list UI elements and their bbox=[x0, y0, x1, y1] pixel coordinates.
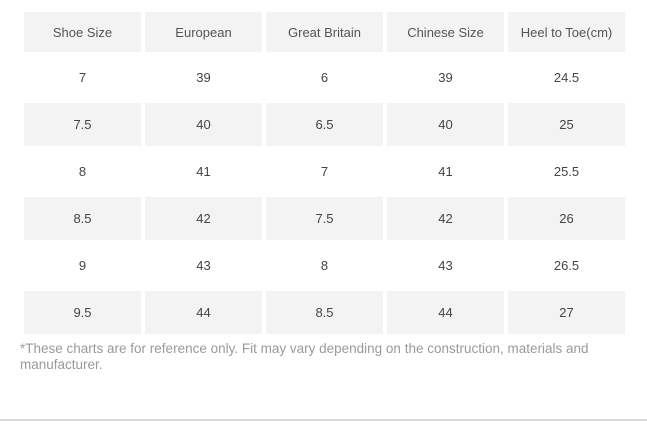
column-header: European bbox=[143, 10, 264, 54]
table-cell: 9.5 bbox=[22, 289, 143, 336]
table-cell: 43 bbox=[143, 242, 264, 289]
header-row: Shoe Size European Great Britain Chinese Si… bbox=[22, 10, 627, 54]
table-cell: 8.5 bbox=[22, 195, 143, 242]
table-cell: 41 bbox=[143, 148, 264, 195]
table-header: Shoe Size European Great Britain Chinese Si… bbox=[22, 10, 627, 54]
table-cell: 7 bbox=[22, 54, 143, 101]
footnote-line-2: manufacturer. bbox=[20, 357, 103, 372]
table-cell: 8.5 bbox=[264, 289, 385, 336]
table-cell: 40 bbox=[143, 101, 264, 148]
table-cell: 39 bbox=[143, 54, 264, 101]
table-cell: 26 bbox=[506, 195, 627, 242]
table-row: 8 41 7 41 25.5 bbox=[22, 148, 627, 195]
table-cell: 39 bbox=[385, 54, 506, 101]
footnote-line-1: *These charts are for reference only. Fi… bbox=[20, 341, 589, 356]
table-cell: 25 bbox=[506, 101, 627, 148]
table-row: 7.5 40 6.5 40 25 bbox=[22, 101, 627, 148]
table-row: 8.5 42 7.5 42 26 bbox=[22, 195, 627, 242]
section-divider bbox=[0, 419, 647, 421]
reference-footnote: *These charts are for reference only. Fi… bbox=[20, 341, 600, 373]
shoe-size-chart-table: Shoe Size European Great Britain Chinese Si… bbox=[22, 10, 627, 336]
table-row: 9.5 44 8.5 44 27 bbox=[22, 289, 627, 336]
table-cell: 43 bbox=[385, 242, 506, 289]
table-cell: 44 bbox=[143, 289, 264, 336]
table-row: 7 39 6 39 24.5 bbox=[22, 54, 627, 101]
table-cell: 6 bbox=[264, 54, 385, 101]
table-cell: 25.5 bbox=[506, 148, 627, 195]
table-cell: 7.5 bbox=[264, 195, 385, 242]
table-cell: 40 bbox=[385, 101, 506, 148]
table-cell: 9 bbox=[22, 242, 143, 289]
table-cell: 42 bbox=[143, 195, 264, 242]
table-cell: 7 bbox=[264, 148, 385, 195]
table-cell: 24.5 bbox=[506, 54, 627, 101]
table-cell: 42 bbox=[385, 195, 506, 242]
table-row: 9 43 8 43 26.5 bbox=[22, 242, 627, 289]
table-cell: 41 bbox=[385, 148, 506, 195]
table-cell: 27 bbox=[506, 289, 627, 336]
column-header: Chinese Size bbox=[385, 10, 506, 54]
table-cell: 8 bbox=[22, 148, 143, 195]
column-header: Heel to Toe(cm) bbox=[506, 10, 627, 54]
column-header: Shoe Size bbox=[22, 10, 143, 54]
table-cell: 8 bbox=[264, 242, 385, 289]
table-cell: 26.5 bbox=[506, 242, 627, 289]
table-cell: 44 bbox=[385, 289, 506, 336]
column-header: Great Britain bbox=[264, 10, 385, 54]
table-cell: 6.5 bbox=[264, 101, 385, 148]
table-cell: 7.5 bbox=[22, 101, 143, 148]
table-body: 7 39 6 39 24.5 7.5 40 6.5 40 25 8 41 7 41 25.5 8.5 42 7.5… bbox=[22, 54, 627, 336]
